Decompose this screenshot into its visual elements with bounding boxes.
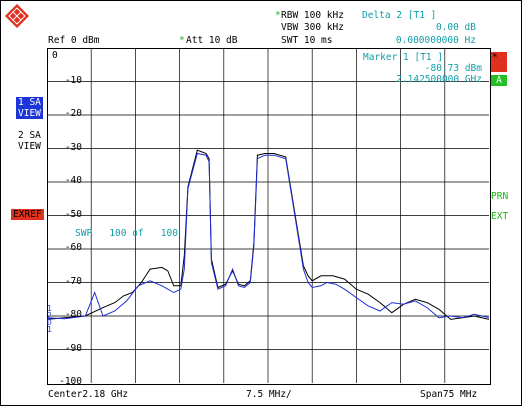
spectrum-display[interactable] [47,48,489,383]
y-tick-label: 0 [52,50,58,61]
trace-1 [47,152,489,320]
screen-border [47,48,491,385]
delta-marker-title: Delta 2 [T1 ] [362,10,437,21]
center-frequency: Center2.18 GHz [48,389,129,400]
trace2-label-a[interactable]: 2 SA [18,130,41,141]
a-badge: A [491,75,507,86]
att-star: * [179,35,185,46]
span-per-div: 7.5 MHz/ [246,389,292,400]
rohde-schwarz-logo-icon [5,4,29,28]
vbw-value: VBW 300 kHz [281,22,344,33]
trace-2 [47,149,489,320]
marker1-level: -80.73 dBm [424,63,482,74]
y-tick-label: -80 [64,309,82,320]
prn-indicator: PRN [491,191,509,202]
y-tick-label: -50 [64,208,82,220]
ref-level: Ref 0 dBm [48,35,100,46]
y-tick-label: -90 [64,342,82,354]
exref-badge: EXREF [11,209,44,220]
marker1-freq: 2.142500000 GHz [396,74,482,85]
star-badge: * [490,52,507,72]
rbw-value: RBW 100 kHz [281,10,344,21]
traces [47,149,489,320]
y-tick-label: -40 [64,175,82,186]
delta-marker-freq: 0.000000000 Hz [395,35,476,46]
y-tick-label: -30 [64,141,82,153]
ext-indicator: EXT [491,211,509,222]
trace2-label-b[interactable]: VIEW [18,141,41,152]
y-tick-label: -100 [59,376,82,387]
y-tick-label: -10 [64,74,82,86]
delta-marker-level: 0.00 dB [435,22,476,33]
marker1-title: Marker 1 [T1 ] [363,52,444,63]
grid [47,48,489,383]
trace1-label-a[interactable]: 1 SA [16,97,43,108]
rbw-star: * [275,10,281,21]
span-value: Span75 MHz [420,389,478,400]
swt-value: SWT 10 ms [281,35,333,46]
y-tick-label: -60 [64,242,82,253]
attenuation: Att 10 dB [186,35,238,46]
sweep-count: SWP 100 of 100 [75,228,178,239]
trace1-label-b[interactable]: VIEW [16,108,43,119]
y-tick-label: -70 [64,275,82,287]
y-tick-label: -20 [64,108,82,119]
